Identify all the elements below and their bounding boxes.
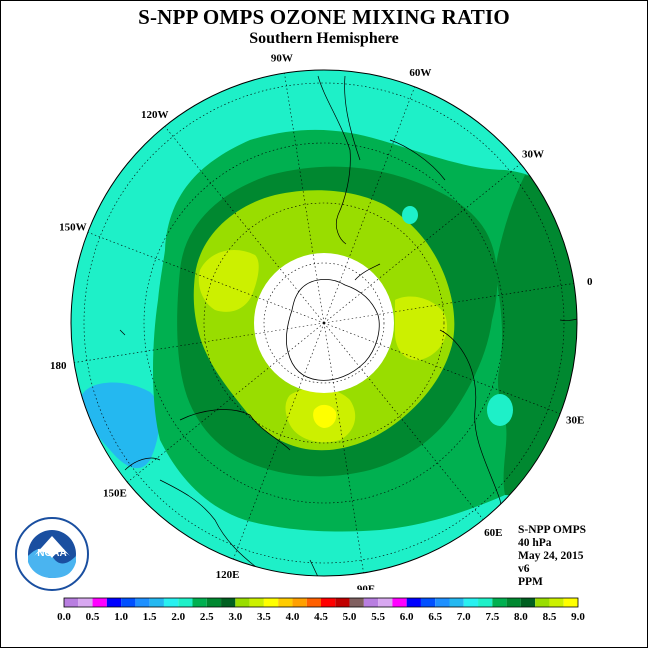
colorbar-cell [92,598,107,607]
longitude-label: 150E [103,487,127,499]
longitude-label: 180 [50,360,67,372]
colorbar-cell [78,598,93,607]
colorbar-tick-label: 8.0 [514,611,528,623]
colorbar-cell [206,598,222,607]
colorbar-cell [349,598,364,607]
polar-map: 90W 60W 30W 0 30E 60E 90E 120E 150E 180 150W 120W [50,52,593,590]
ozone-level-3-0 [81,382,160,469]
latitude-circle [83,82,565,564]
colorbar-tick-label: 6.5 [428,611,442,623]
colorbar: 0.0 0.5 1.0 1.5 2.0 2.5 3.0 3.5 4.0 4.5 5.0 5.5 6.0 6… [57,597,585,623]
longitude-label: 60W [409,67,431,79]
colorbar-cell [235,598,250,607]
colorbar-cell [106,598,122,607]
ozone-level-6-5 [313,404,337,428]
colorbar-tick-label: 4.5 [314,611,328,623]
longitude-label: 90E [357,584,375,590]
colorbar-cell [64,598,79,607]
page-subtitle: Southern Hemisphere [249,30,399,47]
longitude-labels: 90W 60W 30W 0 30E 60E 90E 120E 150E 180 150W 120W [50,52,593,590]
colorbar-tick-label: 5.0 [343,611,357,623]
longitude-label: 30E [566,414,584,426]
page-title: S-NPP OMPS OZONE MIXING RATIO [138,5,510,29]
colorbar-ticks: 0.0 0.5 1.0 1.5 2.0 2.5 3.0 3.5 4.0 4.5 5.0 5.5 6.0 6… [57,611,585,623]
colorbar-cell [563,598,578,607]
colorbar-cell [435,598,450,607]
colorbar-cell [121,598,136,607]
colorbar-cell [249,598,264,607]
colorbar-frame [63,597,579,608]
noaa-logo-gull [34,536,70,558]
colorbar-cell [478,598,493,607]
colorbar-cells [63,597,579,608]
colorbar-cell [420,598,436,607]
colorbar-tick-label: 1.0 [114,611,128,623]
info-date: May 24, 2015 [518,550,584,562]
colorbar-tick-label: 0.5 [86,611,100,623]
colorbar-cell [449,598,464,607]
colorbar-tick-label: 6.0 [400,611,414,623]
colorbar-tick-label: 8.5 [543,611,557,623]
noaa-logo-text: NOAA [37,548,66,559]
colorbar-cell [278,598,293,607]
longitude-label: 0 [587,276,593,288]
colorbar-cell [392,598,407,607]
colorbar-cell [135,598,150,607]
map-edge [70,69,578,577]
colorbar-cell [378,598,393,607]
noaa-logo-wave [28,548,76,578]
colorbar-cell [406,598,421,607]
ozone-field [71,70,577,576]
ozone-patch-4-0-east [487,394,513,426]
colorbar-cell [492,598,507,607]
latitude-circle [203,202,445,444]
colorbar-tick-label: 5.5 [371,611,385,623]
antarctica-coastline [285,279,380,381]
longitude-label: 150W [59,222,87,234]
colorbar-tick-label: 2.0 [171,611,185,623]
longitude-label: 90W [271,52,293,64]
info-version: v6 [518,563,530,575]
latitude-circle [143,142,505,504]
noaa-logo: NOAA [15,517,89,591]
colorbar-tick-label: 7.0 [457,611,471,623]
colorbar-cell [292,598,307,607]
colorbar-cell [363,598,379,607]
colorbar-cell [149,598,164,607]
info-pressure: 40 hPa [518,537,552,549]
colorbar-tick-label: 3.5 [257,611,271,623]
colorbar-cell [263,598,279,607]
longitude-label: 120E [216,569,240,581]
longitude-label: 30W [522,149,544,161]
colorbar-cell [178,598,193,607]
colorbar-cell [306,598,321,607]
colorbar-tick-label: 3.0 [228,611,242,623]
colorbar-tick-label: 9.0 [571,611,585,623]
colorbar-tick-label: 4.0 [286,611,300,623]
colorbar-tick-label: 2.5 [200,611,214,623]
colorbar-cell [192,598,207,607]
colorbar-tick-label: 7.5 [485,611,499,623]
colorbar-cell [463,598,479,607]
graticule [74,73,574,573]
colorbar-cell [321,598,336,607]
colorbar-cell [335,598,350,607]
ozone-patch-4-0 [402,206,418,224]
ozone-level-6-0-west [198,250,259,312]
info-units: PPM [518,576,543,588]
longitude-label: 120W [141,109,169,121]
colorbar-cell [549,598,564,607]
colorbar-tick-label: 1.5 [143,611,157,623]
antarctic-peninsula [354,263,381,281]
colorbar-cell [221,598,236,607]
colorbar-cell [520,598,536,607]
colorbar-cell [506,598,521,607]
ozone-level-6-0-east [395,296,448,361]
colorbar-cell [163,598,179,607]
longitude-label: 60E [484,527,502,539]
latitude-circle [263,262,385,384]
colorbar-cell [535,598,550,607]
colorbar-tick-label: 0.0 [57,611,71,623]
info-instrument: S-NPP OMPS [518,524,587,536]
